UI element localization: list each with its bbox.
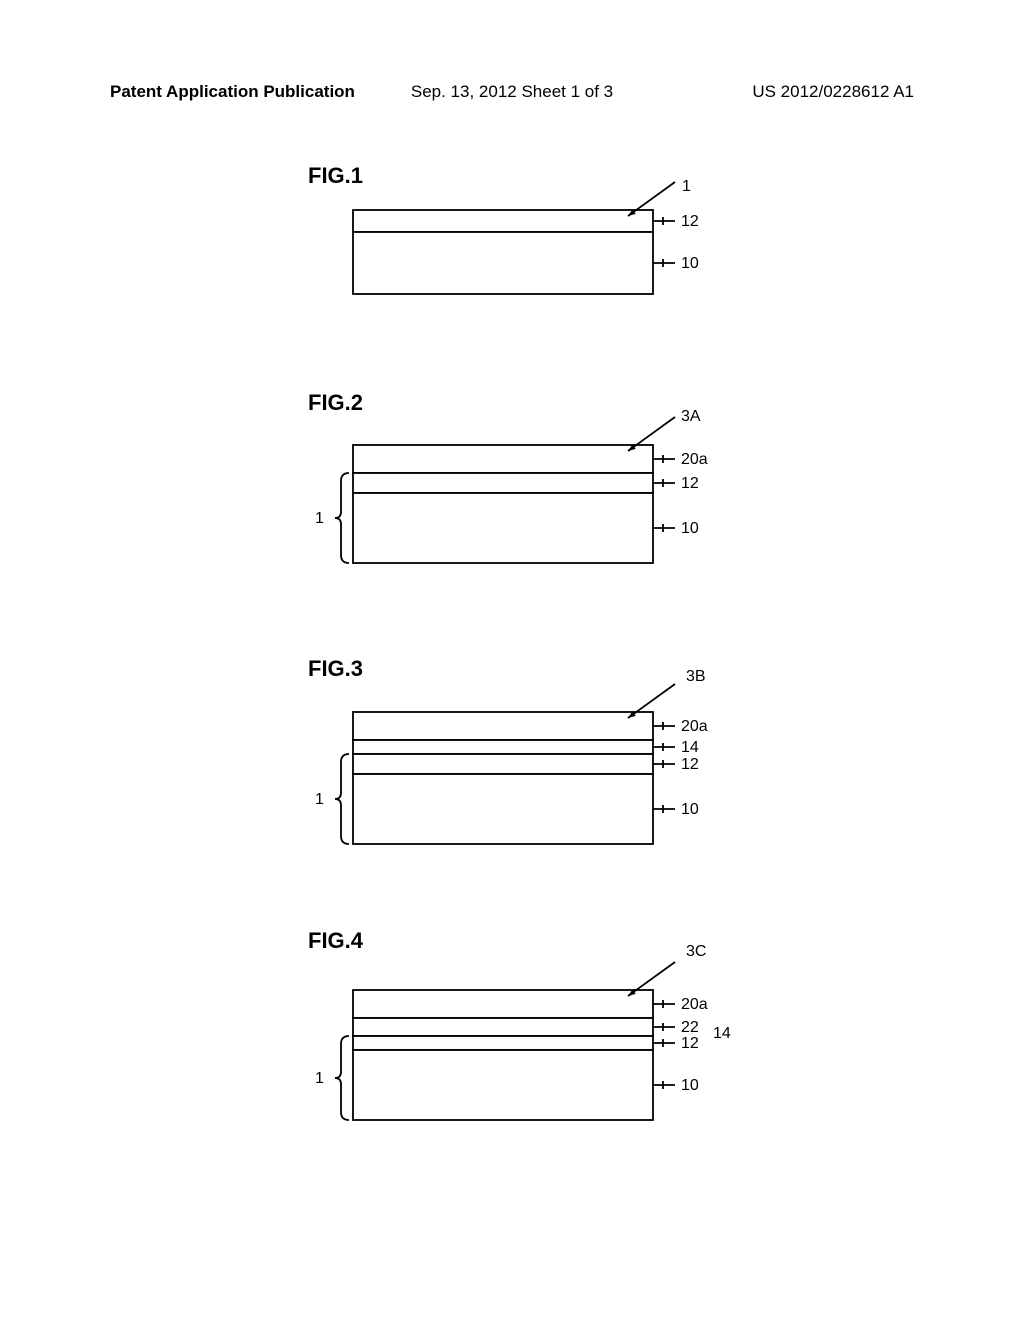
layer-label: 12 (681, 475, 699, 492)
figure-diagram: 12 10 (273, 160, 773, 309)
header-right: US 2012/0228612 A1 (752, 82, 914, 102)
layer-rect (353, 774, 653, 844)
page-header: Patent Application Publication Sep. 13, … (0, 82, 1024, 102)
layer-label: 14 (681, 739, 699, 756)
bracket-label: 1 (315, 510, 324, 527)
layer-label: 12 (681, 213, 699, 230)
layer-rect (353, 493, 653, 563)
layer-label: 12 (681, 1035, 699, 1052)
bracket-label: 1 (315, 1070, 324, 1087)
layer-label: 22 (681, 1019, 699, 1036)
layer-rect (353, 740, 653, 754)
layer-rect (353, 1036, 653, 1050)
layer-rect (353, 210, 653, 232)
figure-diagram: 20a 12 10 1 (273, 395, 773, 578)
layer-rect (353, 232, 653, 294)
layer-rect (353, 712, 653, 740)
figure-diagram: 20a 22 14 12 10 1 (273, 940, 773, 1135)
layer-label: 20a (681, 718, 708, 735)
layer-label: 10 (681, 520, 699, 537)
layer-rect (353, 754, 653, 774)
layer-label: 20a (681, 996, 708, 1013)
layer-rect (353, 445, 653, 473)
layer-rect (353, 473, 653, 493)
layer-rect (353, 1018, 653, 1036)
layer-label: 20a (681, 451, 708, 468)
layer-label: 10 (681, 1077, 699, 1094)
layer-group-label: 14 (713, 1025, 731, 1042)
figure-diagram: 20a 1412 10 1 (273, 662, 773, 859)
layer-rect (353, 990, 653, 1018)
layer-label: 12 (681, 756, 699, 773)
layer-label: 10 (681, 801, 699, 818)
header-left: Patent Application Publication (110, 82, 355, 102)
layer-rect (353, 1050, 653, 1120)
bracket-label: 1 (315, 791, 324, 808)
header-center: Sep. 13, 2012 Sheet 1 of 3 (411, 82, 613, 102)
layer-label: 10 (681, 255, 699, 272)
